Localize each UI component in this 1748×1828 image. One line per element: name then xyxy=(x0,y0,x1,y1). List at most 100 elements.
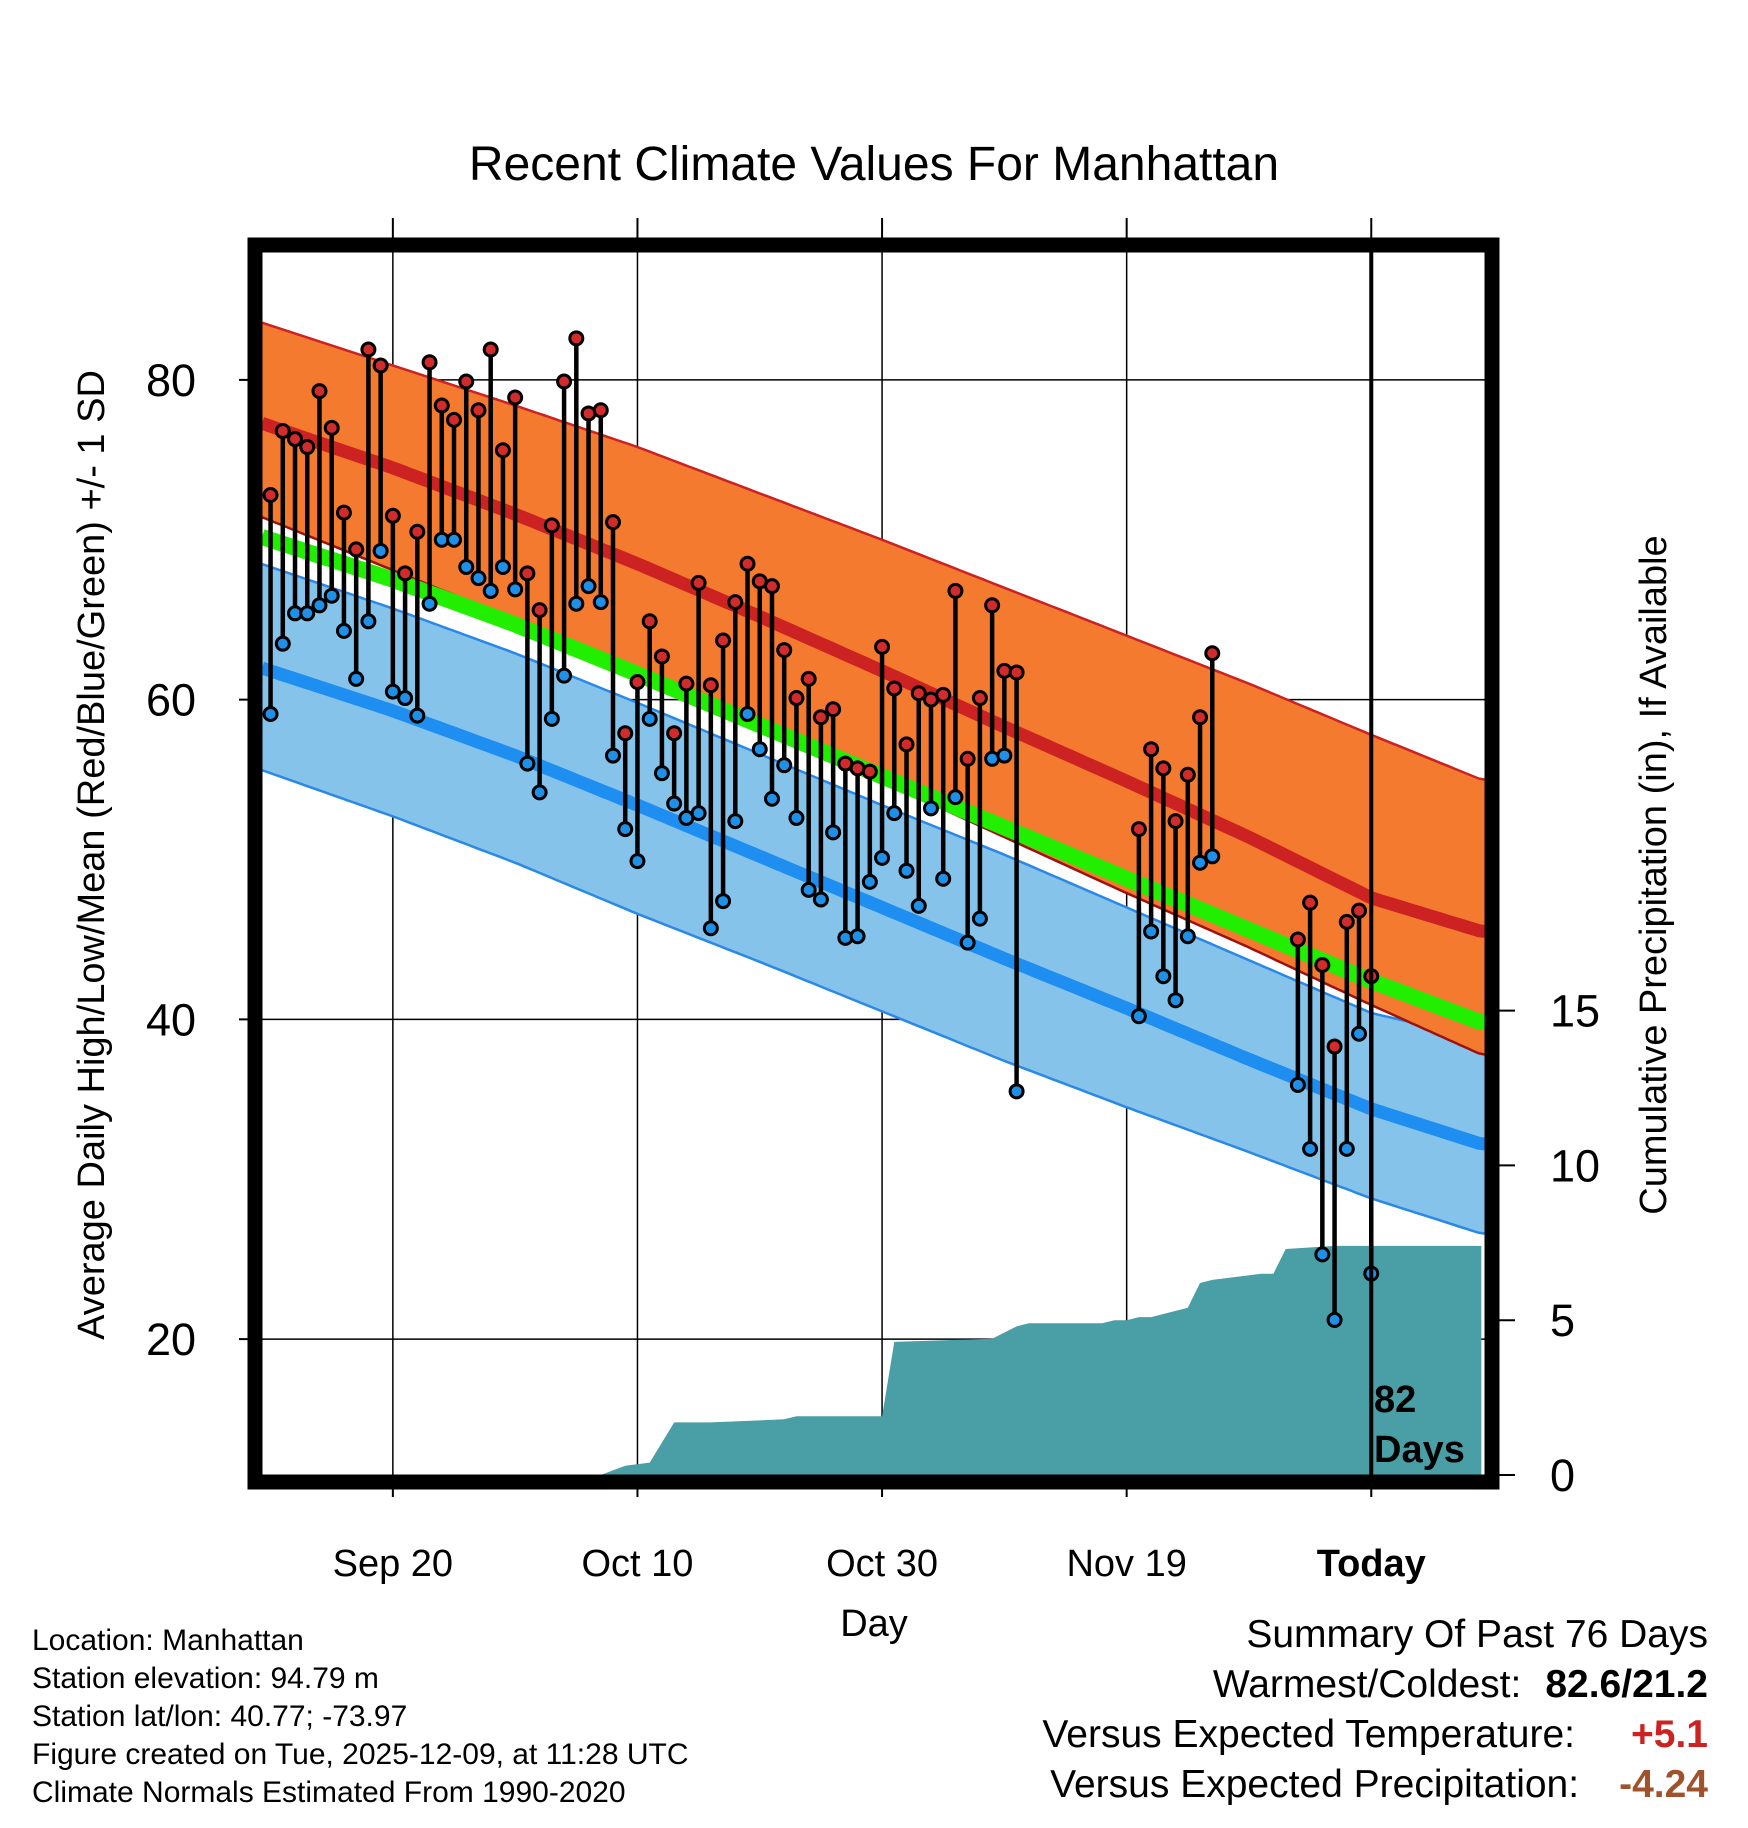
plot-frame xyxy=(247,237,1500,1490)
obs-high-point-74 xyxy=(1351,902,1368,919)
obs-low-point-74 xyxy=(1351,1025,1368,1042)
obs-high-point-6 xyxy=(335,504,352,521)
y2-tick-label-0: 0 xyxy=(1550,1450,1575,1501)
obs-low-point-64 xyxy=(1155,968,1172,985)
obs-high-point-62 xyxy=(1130,821,1147,838)
obs-low-point-72 xyxy=(1326,1311,1343,1328)
obs-high-point-11 xyxy=(397,565,414,582)
low-band-upper-edge xyxy=(262,562,1485,1040)
obs-high-point-71 xyxy=(1314,957,1331,974)
obs-high-point-16 xyxy=(458,373,475,390)
x-tick-label-2: Oct 30 xyxy=(826,1543,938,1585)
obs-low-point-42 xyxy=(776,757,793,774)
obs-low-point-65 xyxy=(1167,992,1184,1009)
obs-low-point-7 xyxy=(348,670,365,687)
high-temp-band xyxy=(262,322,1485,1055)
today-days-word: Days xyxy=(1374,1429,1465,1471)
today-days-number: 82 xyxy=(1374,1379,1416,1421)
obs-high-point-27 xyxy=(592,402,609,419)
obs-high-point-39 xyxy=(739,555,756,572)
obs-low-point-17 xyxy=(470,570,487,587)
obs-high-point-9 xyxy=(372,357,389,374)
obs-high-point-50 xyxy=(874,638,891,655)
obs-high-point-55 xyxy=(935,686,952,703)
obs-high-point-37 xyxy=(715,632,732,649)
obs-low-point-45 xyxy=(812,891,829,908)
latlon-text: Station lat/lon: 40.77; -73.97 xyxy=(32,1700,408,1733)
temp-label: Versus Expected Temperature: xyxy=(1042,1713,1575,1756)
obs-low-point-27 xyxy=(592,594,609,611)
obs-low-point-48 xyxy=(849,928,866,945)
obs-high-point-57 xyxy=(959,750,976,767)
temp-value: +5.1 xyxy=(1631,1713,1708,1756)
obs-low-point-53 xyxy=(910,897,927,914)
obs-high-point-28 xyxy=(605,514,622,531)
obs-low-point-67 xyxy=(1192,854,1209,871)
obs-high-point-64 xyxy=(1155,760,1172,777)
obs-high-point-72 xyxy=(1326,1038,1343,1055)
x-tick-label-1: Oct 10 xyxy=(581,1543,693,1585)
obs-high-point-22 xyxy=(531,602,548,619)
obs-high-point-41 xyxy=(763,578,780,595)
obs-low-point-71 xyxy=(1314,1246,1331,1263)
obs-high-point-12 xyxy=(409,523,426,540)
x-tick-label-4: Today xyxy=(1317,1543,1426,1585)
obs-low-point-44 xyxy=(800,881,817,898)
x-tick-label-3: Nov 19 xyxy=(1066,1543,1186,1585)
obs-low-point-51 xyxy=(886,805,903,822)
obs-high-point-2 xyxy=(287,431,304,448)
obs-high-point-63 xyxy=(1143,741,1160,758)
obs-low-point-38 xyxy=(727,813,744,830)
obs-low-point-10 xyxy=(384,683,401,700)
obs-high-point-59 xyxy=(984,597,1001,614)
obs-low-point-24 xyxy=(556,667,573,684)
obs-low-point-28 xyxy=(605,747,622,764)
obs-low-point-40 xyxy=(751,741,768,758)
obs-high-point-56 xyxy=(947,582,964,599)
precip-label: Versus Expected Precipitation: xyxy=(1050,1763,1580,1806)
obs-low-point-15 xyxy=(446,531,463,548)
obs-high-point-61 xyxy=(1008,664,1025,681)
obs-low-point-22 xyxy=(531,784,548,801)
obs-high-point-25 xyxy=(568,330,585,347)
obs-low-point-50 xyxy=(874,849,891,866)
y2-tick-label-15: 15 xyxy=(1550,986,1600,1037)
normals-text: Climate Normals Estimated From 1990-2020 xyxy=(32,1776,626,1809)
obs-high-point-70 xyxy=(1302,894,1319,911)
obs-low-point-52 xyxy=(898,862,915,879)
obs-low-point-69 xyxy=(1289,1076,1306,1093)
obs-high-point-15 xyxy=(446,411,463,428)
obs-low-point-13 xyxy=(421,595,438,612)
obs-high-point-7 xyxy=(348,541,365,558)
precip-area xyxy=(270,1245,1482,1475)
obs-low-point-41 xyxy=(763,790,780,807)
summary-heading: Summary Of Past 76 Days xyxy=(1246,1613,1708,1656)
obs-low-point-6 xyxy=(335,622,352,639)
obs-high-point-8 xyxy=(360,341,377,358)
obs-high-point-13 xyxy=(421,354,438,371)
obs-high-point-4 xyxy=(311,383,328,400)
obs-high-point-43 xyxy=(788,690,805,707)
y-tick-label-80: 80 xyxy=(146,355,196,406)
obs-low-point-31 xyxy=(641,710,658,727)
obs-low-point-57 xyxy=(959,934,976,951)
y-axis-label: Average Daily High/Low/Mean (Red/Blue/Gr… xyxy=(71,370,113,1340)
obs-high-point-51 xyxy=(886,680,903,697)
low-band-lower-edge xyxy=(262,769,1485,1235)
obs-high-point-53 xyxy=(910,685,927,702)
x-tick-label-0: Sep 20 xyxy=(333,1543,453,1585)
obs-low-point-43 xyxy=(788,809,805,826)
obs-low-point-36 xyxy=(702,920,719,937)
obs-low-point-8 xyxy=(360,613,377,630)
obs-high-point-65 xyxy=(1167,813,1184,830)
obs-high-point-42 xyxy=(776,642,793,659)
obs-high-point-5 xyxy=(323,419,340,436)
y-tick-label-60: 60 xyxy=(146,675,196,726)
y2-axis-label: Cumulative Precipitation (in), If Availa… xyxy=(1633,535,1675,1214)
obs-low-point-39 xyxy=(739,706,756,723)
obs-high-point-18 xyxy=(482,341,499,358)
obs-high-point-69 xyxy=(1289,931,1306,948)
obs-low-point-16 xyxy=(458,558,475,575)
obs-low-point-19 xyxy=(494,558,511,575)
obs-low-point-61 xyxy=(1008,1083,1025,1100)
